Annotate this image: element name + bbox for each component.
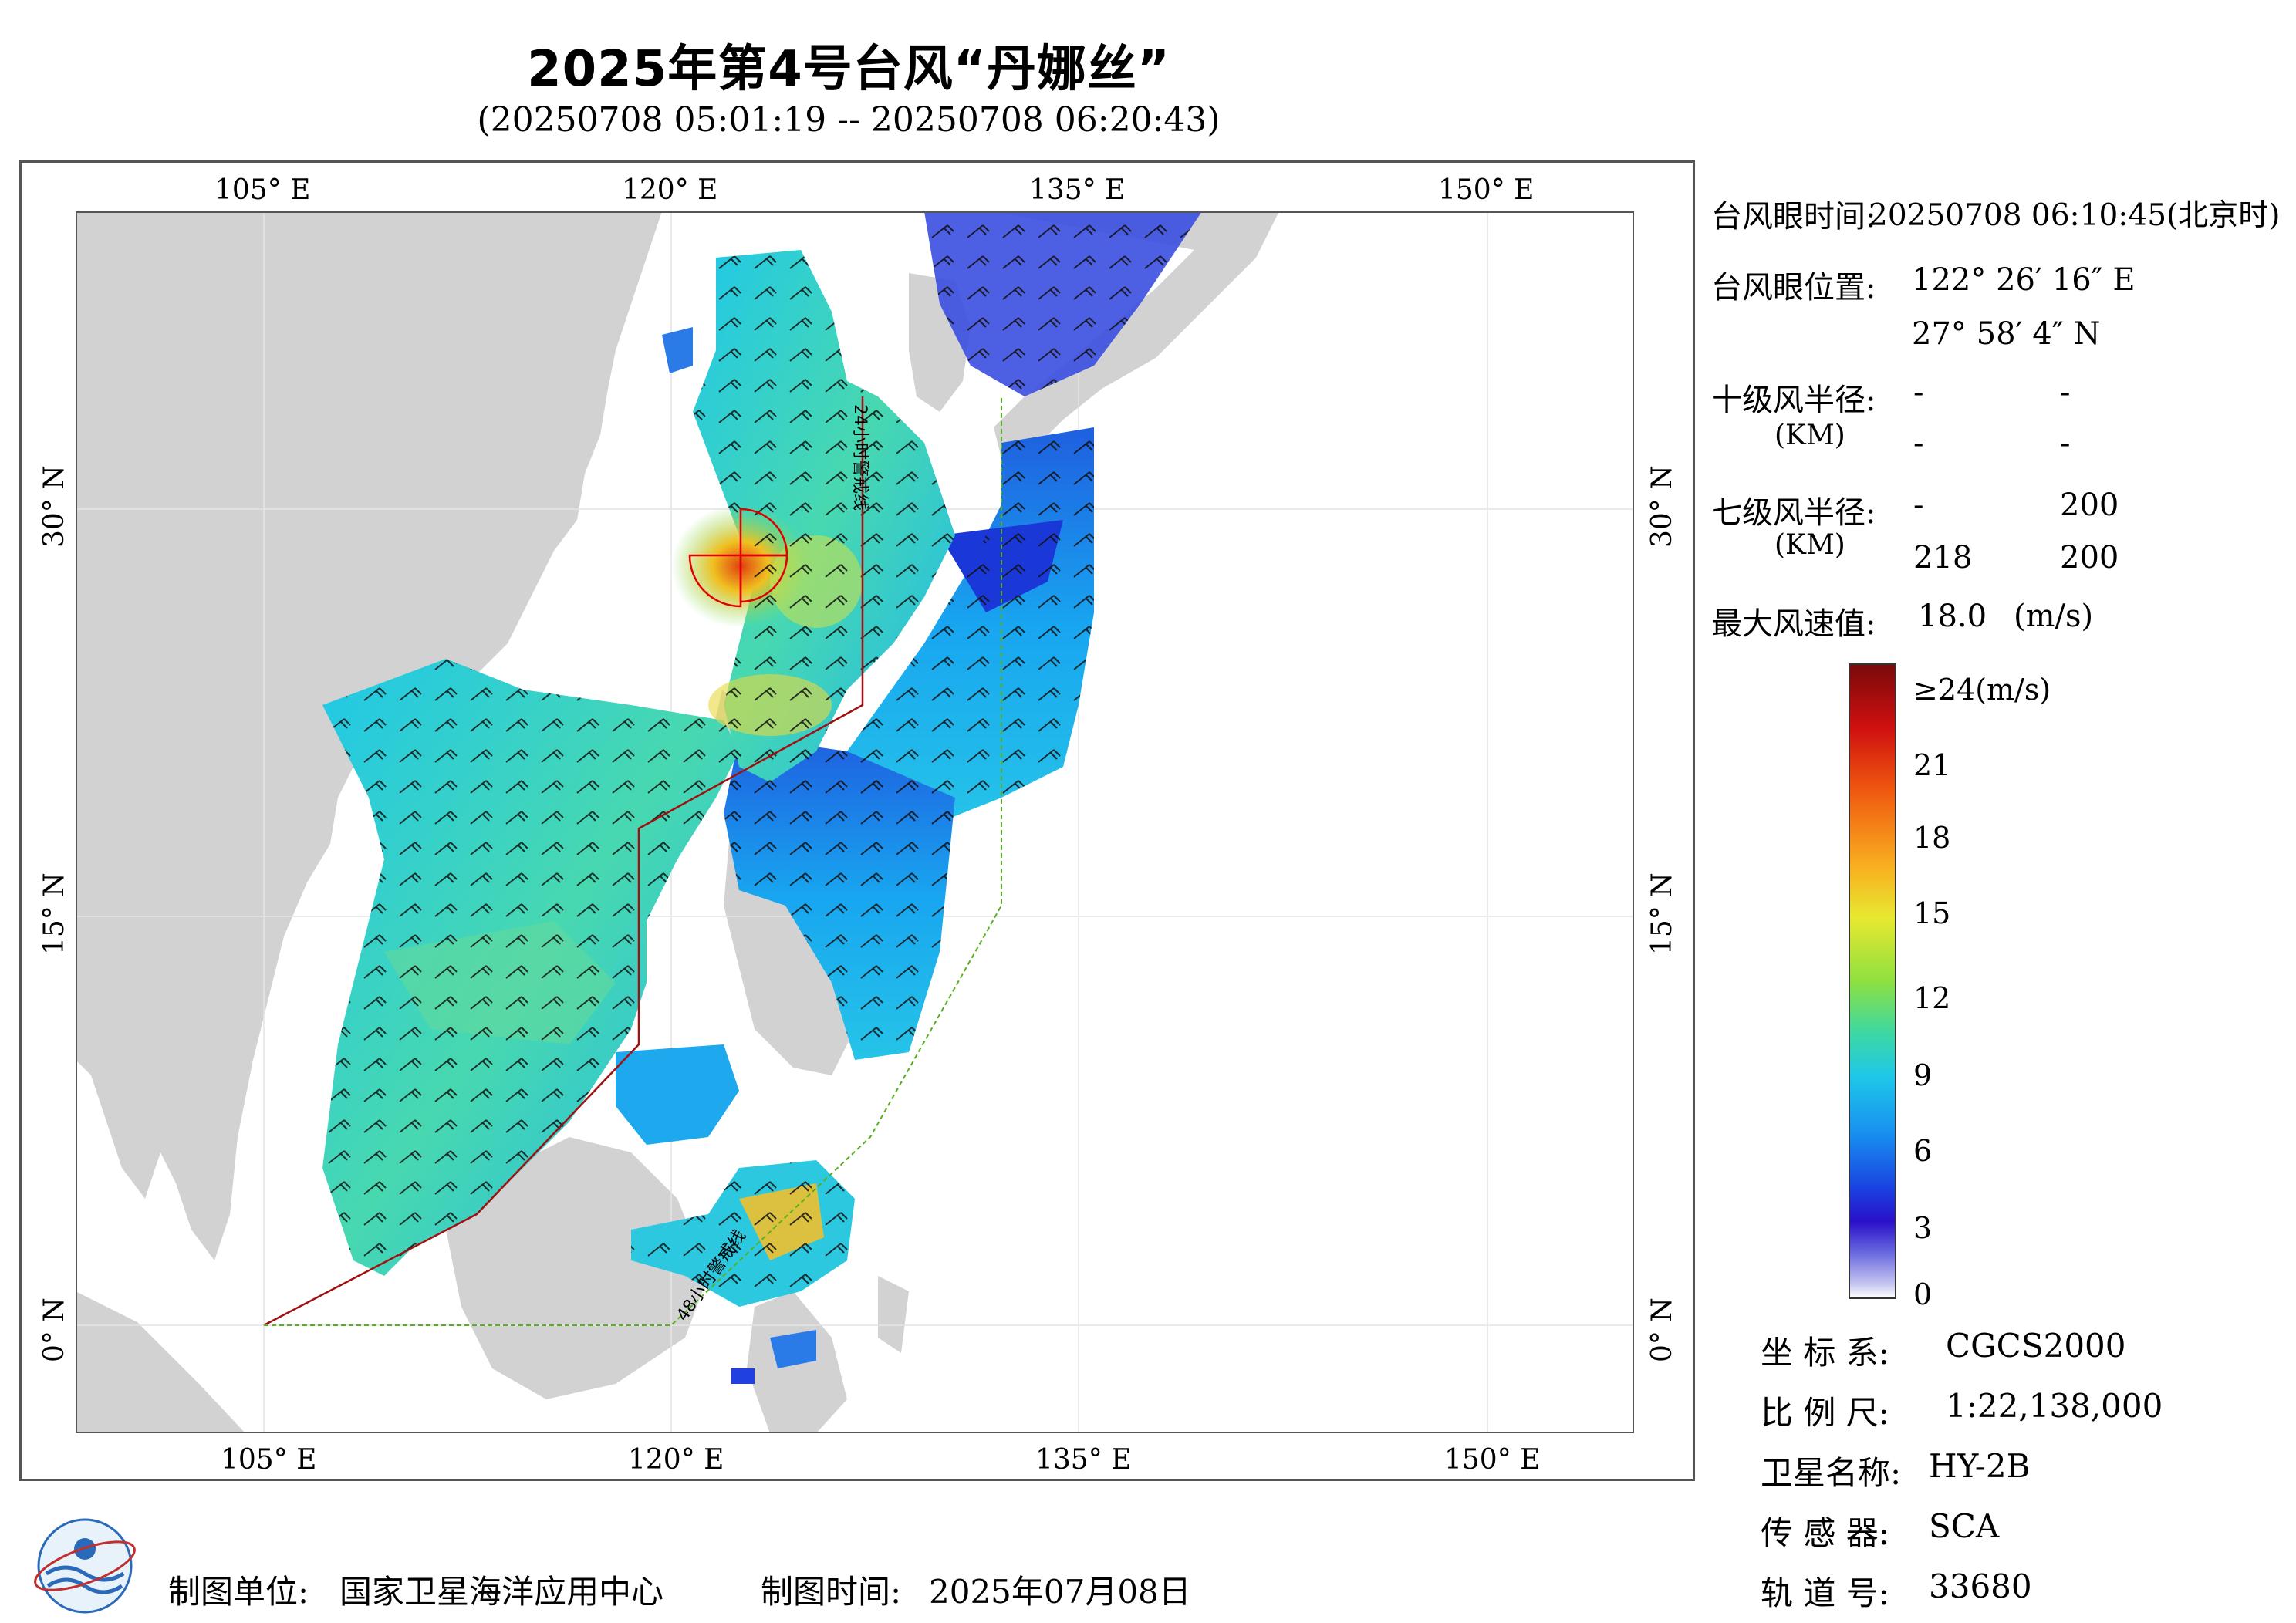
r10-label: 十级风半径: xyxy=(1711,383,1876,418)
eye-time-value: 20250708 06:10:45(北京时) xyxy=(1869,198,2281,233)
map-inner-frame xyxy=(76,211,1634,1433)
lon-tick-bottom-105: 105° E xyxy=(221,1444,317,1476)
r10-value-sw: - xyxy=(1913,426,1924,461)
time-range-subtitle: (20250708 05:01:19 -- 20250708 06:20:43) xyxy=(477,100,1221,140)
producer-value: 国家卫星海洋应用中心 xyxy=(339,1573,664,1611)
eye-longitude: 122° 26′ 16″ E xyxy=(1912,262,2136,298)
scale-label: 比 例 尺: xyxy=(1761,1394,1889,1432)
lon-tick-bottom-135: 135° E xyxy=(1035,1444,1132,1476)
lat-tick-right-15: 15° N xyxy=(1646,872,1678,955)
colorbar-label-12: 12 xyxy=(1913,981,1951,1015)
r7-value-se: 200 xyxy=(2060,488,2119,523)
r7-label: 七级风半径: xyxy=(1711,495,1876,531)
r7-value-sw: 218 xyxy=(1913,540,1973,575)
date-value: 2025年07月08日 xyxy=(929,1573,1191,1611)
lat-tick-left-30: 30° N xyxy=(39,465,70,548)
max-wind-unit: (m/s) xyxy=(2014,599,2094,634)
max-wind-label: 最大风速值: xyxy=(1711,606,1876,642)
r10-value-nw: - xyxy=(2060,426,2071,461)
producer-label: 制图单位: xyxy=(168,1573,309,1611)
sensor-value: SCA xyxy=(1929,1507,2000,1545)
r7-value-ne: - xyxy=(1913,488,1924,523)
warning-line-48h xyxy=(264,396,1002,1326)
colorbar-label-15: 15 xyxy=(1913,896,1951,930)
eye-position-label: 台风眼位置: xyxy=(1711,270,1876,305)
scale-value: 1:22,138,000 xyxy=(1946,1387,2163,1425)
r10-value-se: - xyxy=(2060,375,2071,410)
land-areas xyxy=(76,211,1279,1433)
r10-km-label: (KM) xyxy=(1774,420,1845,451)
typhoon-wind-radius xyxy=(688,508,788,608)
colorbar-label-21: 21 xyxy=(1913,748,1951,782)
orbit-label: 轨 道 号: xyxy=(1761,1574,1889,1612)
warning-line-24h xyxy=(263,396,864,1327)
lon-tick-top-120: 120° E xyxy=(622,174,718,206)
lon-tick-top-150: 150° E xyxy=(1438,174,1535,206)
lat-tick-right-30: 30° N xyxy=(1646,465,1678,548)
lon-tick-bottom-150: 150° E xyxy=(1444,1444,1541,1476)
colorbar-label-24: ≥24(m/s) xyxy=(1913,673,2051,707)
map-title: 2025年第4号台风“丹娜丝” xyxy=(527,41,1170,98)
lat-tick-right-0: 0° N xyxy=(1646,1297,1678,1362)
satellite-label: 卫星名称: xyxy=(1761,1454,1902,1492)
wind-field-map: 24小时警戒线 48小时警戒线 xyxy=(76,211,1634,1433)
crs-value: CGCS2000 xyxy=(1946,1327,2126,1365)
satellite-value: HY-2B xyxy=(1929,1447,2031,1485)
r7-value-nw: 200 xyxy=(2060,540,2119,575)
lat-tick-left-0: 0° N xyxy=(39,1297,70,1362)
max-wind-value: 18.0 xyxy=(1918,599,1987,634)
map-frame xyxy=(19,160,1695,1481)
eye-latitude: 27° 58′ 4″ N xyxy=(1912,316,2101,352)
lon-tick-bottom-120: 120° E xyxy=(628,1444,724,1476)
colorbar-label-0: 0 xyxy=(1913,1277,1933,1311)
sensor-label: 传 感 器: xyxy=(1761,1514,1889,1552)
orbit-value: 33680 xyxy=(1929,1567,2032,1605)
colorbar-label-6: 6 xyxy=(1913,1134,1933,1168)
r10-value-ne: - xyxy=(1913,375,1924,410)
lon-tick-top-135: 135° E xyxy=(1029,174,1126,206)
r7-km-label: (KM) xyxy=(1774,529,1845,561)
wind-barbs xyxy=(322,211,1202,1307)
colorbar-label-18: 18 xyxy=(1913,821,1951,855)
lon-tick-top-105: 105° E xyxy=(214,174,311,206)
date-label: 制图时间: xyxy=(761,1573,902,1611)
colorbar xyxy=(1849,663,1896,1299)
crs-label: 坐 标 系: xyxy=(1761,1334,1889,1372)
nsoas-logo xyxy=(34,1518,136,1614)
colorbar-label-9: 9 xyxy=(1913,1058,1933,1092)
eye-time-label: 台风眼时间: xyxy=(1711,199,1876,235)
lat-tick-left-15: 15° N xyxy=(39,872,70,955)
label-24h-line: 24小时警戒线 xyxy=(850,404,869,511)
colorbar-label-3: 3 xyxy=(1913,1211,1933,1245)
